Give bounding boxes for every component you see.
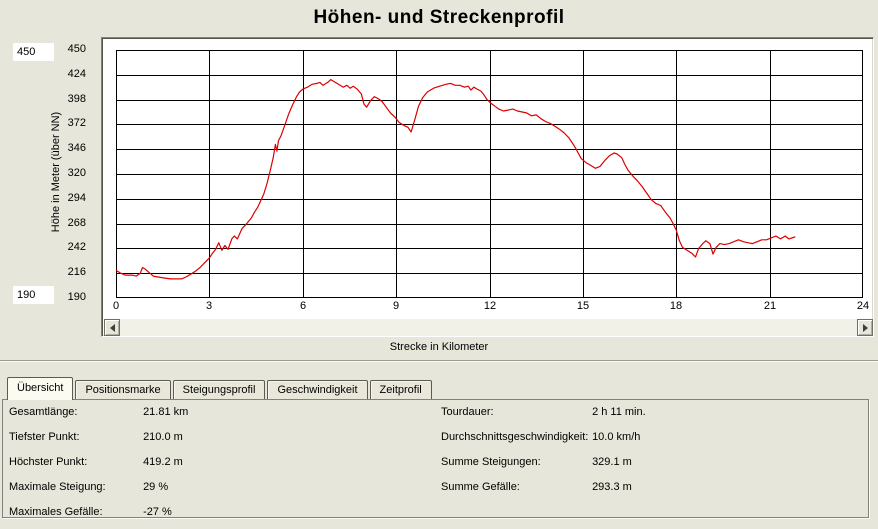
y-max-input[interactable] bbox=[13, 43, 54, 61]
y-tick-label: 242 bbox=[67, 241, 86, 253]
chart-panel-inner: 0 3 6 9 12 15 18 21 24 bbox=[104, 40, 873, 336]
x-tick-label: 15 bbox=[576, 300, 590, 312]
stat-value: 10.0 km/h bbox=[592, 431, 641, 443]
x-tick-label: 6 bbox=[299, 300, 307, 312]
x-tick-label: 21 bbox=[763, 300, 777, 312]
stat-label: Tiefster Punkt: bbox=[9, 431, 80, 443]
stat-value: 2 h 11 min. bbox=[592, 406, 646, 418]
stat-label: Höchster Punkt: bbox=[9, 456, 88, 468]
arrow-right-icon bbox=[862, 323, 868, 332]
tab-geschwindigkeit[interactable]: Geschwindigkeit bbox=[267, 380, 368, 399]
arrow-left-icon bbox=[109, 323, 115, 332]
stat-label: Gesamtlänge: bbox=[9, 406, 78, 418]
y-tick-label: 268 bbox=[67, 217, 86, 229]
scroll-right-button[interactable] bbox=[857, 319, 873, 336]
stat-label: Summe Gefälle: bbox=[441, 481, 520, 493]
stat-row: Summe Steigungen: 329.1 m bbox=[441, 455, 646, 480]
stat-label: Maximales Gefälle: bbox=[9, 506, 103, 518]
stat-value: -27 % bbox=[143, 506, 172, 518]
y-tick-label: 346 bbox=[67, 142, 86, 154]
x-axis-title: Strecke in Kilometer bbox=[389, 341, 489, 353]
stat-value: 29 % bbox=[143, 481, 169, 493]
y-tick-label: 216 bbox=[67, 266, 86, 278]
stat-value: 329.1 m bbox=[592, 456, 632, 468]
stat-value: 21.81 km bbox=[143, 406, 189, 418]
x-tick-label: 3 bbox=[205, 300, 213, 312]
overview-panel: Gesamtlänge: 21.81 km Tiefster Punkt: 21… bbox=[2, 399, 869, 518]
stat-row: Durchschnittsgeschwindigkeit: 10.0 km/h bbox=[441, 430, 646, 455]
elevation-chart[interactable] bbox=[116, 50, 863, 298]
tab-steigungsprofil[interactable]: Steigungsprofil bbox=[172, 380, 266, 399]
stat-value: 419.2 m bbox=[143, 456, 183, 468]
stat-label: Maximale Steigung: bbox=[9, 481, 106, 493]
stat-row: Maximale Steigung: 29 % bbox=[9, 480, 188, 505]
scroll-left-button[interactable] bbox=[104, 319, 120, 336]
stat-row: Höchster Punkt: 419.2 m bbox=[9, 455, 188, 480]
stat-label: Summe Steigungen: bbox=[441, 456, 541, 468]
x-tick-label: 24 bbox=[856, 300, 870, 312]
horizontal-scrollbar[interactable] bbox=[104, 319, 873, 336]
stat-label: Durchschnittsgeschwindigkeit: bbox=[441, 431, 589, 443]
y-tick-label: 190 bbox=[67, 291, 86, 303]
stat-row: Summe Gefälle: 293.3 m bbox=[441, 480, 646, 505]
y-tick-label: 424 bbox=[67, 68, 86, 80]
page-title: Höhen- und Streckenprofil bbox=[313, 7, 565, 28]
y-tick-label: 320 bbox=[67, 167, 86, 179]
stats-column-right: Tourdauer: 2 h 11 min. Durchschnittsgesc… bbox=[441, 405, 646, 505]
section-divider bbox=[0, 360, 878, 362]
tab-zeitprofil[interactable]: Zeitprofil bbox=[369, 380, 432, 399]
stat-row: Tourdauer: 2 h 11 min. bbox=[441, 405, 646, 430]
stat-value: 293.3 m bbox=[592, 481, 632, 493]
y-min-input[interactable] bbox=[13, 286, 54, 304]
x-tick-label: 12 bbox=[483, 300, 497, 312]
stat-row: Maximales Gefälle: -27 % bbox=[9, 505, 188, 529]
stat-row: Gesamtlänge: 21.81 km bbox=[9, 405, 188, 430]
x-tick-label: 0 bbox=[112, 300, 120, 312]
y-tick-label: 398 bbox=[67, 93, 86, 105]
x-tick-label: 18 bbox=[669, 300, 683, 312]
stats-column-left: Gesamtlänge: 21.81 km Tiefster Punkt: 21… bbox=[9, 405, 188, 529]
y-tick-label: 294 bbox=[67, 192, 86, 204]
chart-panel: 0 3 6 9 12 15 18 21 24 bbox=[101, 37, 874, 337]
stat-value: 210.0 m bbox=[143, 431, 183, 443]
stat-row: Tiefster Punkt: 210.0 m bbox=[9, 430, 188, 455]
y-tick-label: 372 bbox=[67, 117, 86, 129]
tab-positionsmarke[interactable]: Positionsmarke bbox=[75, 380, 171, 399]
tab-uebersicht[interactable]: Übersicht bbox=[7, 377, 74, 400]
tab-bar: Übersicht Positionsmarke Steigungsprofil… bbox=[7, 377, 434, 400]
y-tick-label: 450 bbox=[67, 43, 86, 55]
stat-label: Tourdauer: bbox=[441, 406, 494, 418]
x-tick-label: 9 bbox=[392, 300, 400, 312]
